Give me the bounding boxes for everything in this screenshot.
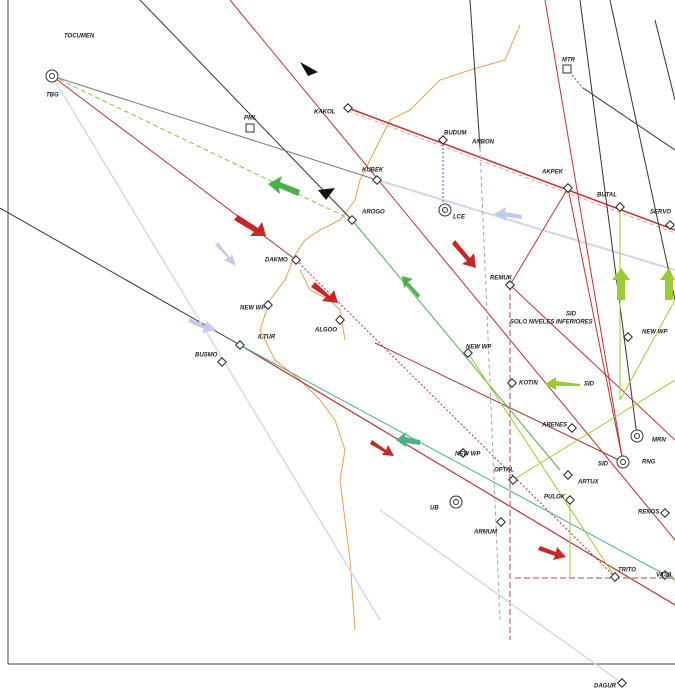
- waypoint-label: DAGUR: [594, 684, 617, 690]
- navaid-core: [442, 207, 448, 213]
- waypoint-label: AKPEK: [541, 170, 564, 176]
- waypoint-symbol: [505, 280, 515, 290]
- waypoint-label: KOTIN: [519, 381, 538, 387]
- waypoint-symbol: [263, 300, 273, 310]
- navaid-symbol: [449, 495, 463, 509]
- waypoint-symbol: [291, 255, 301, 265]
- waypoint-label: RNG: [642, 460, 656, 466]
- waypoint-symbol: [438, 135, 448, 145]
- waypoint-label: NEW WP: [455, 452, 481, 458]
- navaid-core: [453, 499, 459, 505]
- waypoint-symbol: [507, 378, 517, 388]
- waypoint-symbol: [660, 508, 670, 518]
- waypoint-symbol: [665, 220, 675, 230]
- waypoint-symbol: [458, 448, 468, 458]
- waypoint-label: NEW WP: [240, 306, 266, 312]
- waypoint-label: LCE: [453, 215, 466, 221]
- waypoint-label: NEW WP: [466, 345, 492, 351]
- waypoint-label: TOCUMEN: [64, 34, 95, 40]
- waypoint-label: OPTAL: [494, 468, 514, 474]
- waypoint-label: NEW WP: [642, 330, 668, 336]
- navaid-symbol: [616, 455, 630, 469]
- navaid-symbol: [630, 429, 644, 443]
- map-frame: [7, 0, 675, 665]
- waypoint-label: PML: [244, 116, 257, 122]
- waypoint-label: PULOK: [544, 495, 566, 501]
- waypoint-label: MTR: [562, 58, 576, 64]
- waypoint-label: ARTUX: [577, 480, 600, 486]
- flow-arrows: [188, 176, 675, 560]
- waypoint-label: ALGOO: [314, 328, 337, 334]
- waypoint-label: SID: [598, 462, 609, 468]
- waypoint-label: BUTAL: [597, 193, 617, 199]
- waypoint-symbol: [610, 572, 620, 582]
- track-direction-marks: [300, 62, 335, 200]
- waypoint-symbol: [563, 470, 573, 480]
- navaid-core: [620, 459, 626, 465]
- waypoint-symbol: [660, 570, 670, 580]
- waypoint-symbol: [372, 175, 382, 185]
- waypoint-label: SOLO NIVELES INFERIORES: [510, 320, 593, 326]
- waypoint-symbol: [623, 332, 633, 342]
- waypoint-symbol: [617, 678, 627, 688]
- waypoint-label: DAKMO: [265, 258, 288, 264]
- navaid-symbol: [562, 64, 572, 74]
- waypoint-label: BUSMO: [195, 353, 218, 359]
- waypoint-label: SERVO: [650, 210, 671, 216]
- waypoint-symbol: [217, 357, 227, 367]
- waypoint-symbol: [508, 475, 518, 485]
- waypoint-label: ARENES: [541, 423, 567, 429]
- waypoint-label: RENOS: [638, 510, 659, 516]
- waypoint-symbol: [347, 215, 357, 225]
- waypoint-label: REMUK: [490, 276, 513, 282]
- waypoint-label: KAKOL: [314, 110, 336, 116]
- waypoint-symbol: [335, 315, 345, 325]
- waypoint-symbol: [235, 340, 245, 350]
- navaid-symbol: [45, 69, 59, 83]
- waypoint-label: VASIL: [656, 573, 674, 579]
- navaid-symbol: [245, 123, 255, 133]
- waypoint-symbol: [615, 202, 625, 212]
- waypoint-label: AROGO: [361, 210, 385, 216]
- waypoint-label: ILTUR: [258, 335, 276, 341]
- waypoint-label: TBG: [46, 93, 59, 99]
- waypoint-symbol: [565, 495, 575, 505]
- coastline: [259, 24, 521, 631]
- waypoint-label: KUBEK: [362, 168, 384, 174]
- waypoint-label: UB: [430, 506, 439, 512]
- waypoint-label: SID: [566, 312, 577, 318]
- waypoint-label: TRITO: [618, 568, 636, 574]
- waypoint-label: BUDUM: [444, 131, 467, 137]
- waypoint-symbol: [563, 183, 573, 193]
- waypoint-symbol: [343, 103, 353, 113]
- waypoint-label: ARMUM: [473, 530, 498, 536]
- waypoint-label: SID: [584, 382, 595, 388]
- waypoint-symbol: [496, 517, 506, 527]
- waypoints: TOCUMEN TBG PML KAKOL BUDUM ANBON MTR AKPEK BUTA…: [45, 34, 675, 690]
- waypoint-symbol: [567, 423, 577, 433]
- navaid-symbol: [438, 203, 452, 217]
- waypoint-symbol: [463, 348, 473, 358]
- navaid-core: [49, 73, 55, 79]
- navaid-core: [634, 433, 640, 439]
- waypoint-label: MRN: [652, 438, 666, 444]
- waypoint-label: ANBON: [471, 140, 495, 146]
